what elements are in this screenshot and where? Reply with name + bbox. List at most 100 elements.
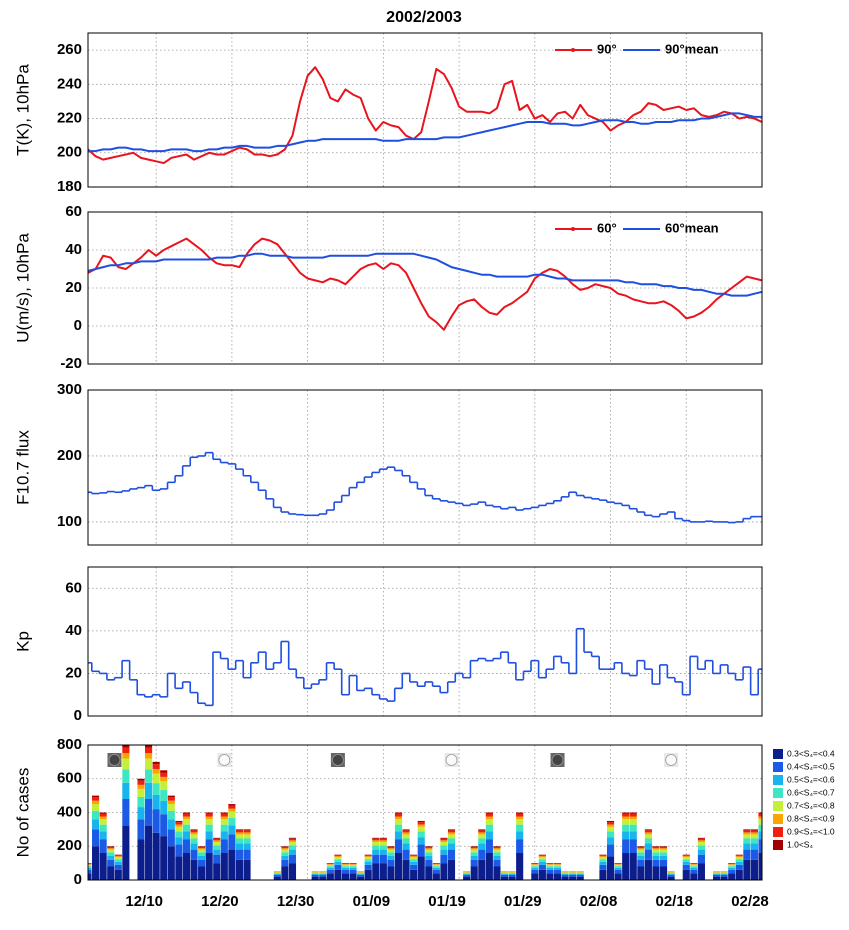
- bar-segment: [243, 832, 251, 835]
- bar-segment: [311, 874, 319, 877]
- y-tick-label: 800: [57, 736, 82, 753]
- bar-segment: [447, 829, 456, 831]
- bar-segment: [288, 838, 297, 841]
- bar-segment: [137, 796, 145, 808]
- bar-segment: [432, 867, 440, 870]
- bar-segment: [213, 863, 221, 880]
- bar-segment: [122, 753, 130, 759]
- bar-segment: [425, 859, 433, 867]
- bar-segment: [220, 812, 228, 814]
- bar-segment: [743, 843, 751, 850]
- bar-segment: [440, 845, 448, 850]
- bar-segment: [319, 872, 327, 874]
- bar-segment: [463, 873, 471, 875]
- bar-segment: [334, 869, 342, 880]
- bar-segment: [569, 873, 577, 875]
- bar-segment: [728, 869, 736, 874]
- bar-segment: [417, 856, 425, 880]
- bar-segment: [697, 837, 705, 839]
- bar-segment: [167, 795, 175, 798]
- bar-segment: [485, 813, 493, 817]
- bar-segment: [720, 874, 728, 877]
- x-tick-label: 02/08: [580, 893, 618, 910]
- bar-segment: [690, 866, 698, 868]
- bar-segment: [243, 829, 251, 831]
- legend-swatch: [773, 749, 783, 759]
- plot-frame: [87, 211, 763, 365]
- bar-segment: [99, 853, 107, 880]
- y-tick-label: 20: [65, 664, 82, 681]
- bar-segment: [387, 846, 395, 849]
- bar-segment: [750, 838, 758, 844]
- bar-segment: [311, 876, 319, 880]
- bar-segment: [720, 873, 728, 874]
- x-tick-label: 12/10: [125, 893, 163, 910]
- bar-segment: [622, 816, 630, 820]
- bar-segment: [334, 859, 342, 862]
- series-line: [88, 252, 762, 297]
- bar-segment: [137, 819, 145, 840]
- bar-segment: [372, 863, 380, 880]
- bar-segment: [387, 855, 395, 860]
- bar-segment: [167, 819, 175, 830]
- bar-segment: [213, 845, 221, 850]
- bar-segment: [682, 855, 690, 857]
- plot-area: [88, 33, 762, 187]
- bar-segment: [190, 830, 198, 833]
- bar-segment: [606, 844, 615, 857]
- bar-segment: [341, 867, 350, 870]
- plot-area: [88, 567, 762, 716]
- bar-segment: [182, 853, 191, 880]
- bar-segment: [463, 874, 471, 877]
- bar-segment: [508, 873, 516, 875]
- y-axis-label: F10.7 flux: [13, 430, 32, 505]
- y-tick-label: 200: [57, 447, 82, 464]
- bar-segment: [379, 837, 387, 839]
- bar-segment: [644, 843, 652, 850]
- bar-segment: [538, 855, 546, 857]
- bar-segment: [410, 861, 418, 865]
- bar-segment: [228, 808, 236, 812]
- bar-segment: [500, 873, 509, 875]
- legend-swatch: [773, 788, 783, 798]
- bar-segment: [508, 873, 516, 874]
- bar-segment: [402, 829, 410, 831]
- bar-segment: [599, 859, 607, 862]
- bar-segment: [341, 873, 350, 880]
- bar-segment: [410, 857, 418, 860]
- bar-segment: [182, 839, 191, 853]
- bar-segment: [516, 839, 524, 853]
- bar-segment: [493, 852, 501, 856]
- bar-segment: [364, 855, 372, 857]
- bar-segment: [160, 776, 168, 782]
- bar-segment: [326, 867, 334, 870]
- bar-segment: [145, 799, 153, 826]
- bar-segment: [334, 861, 342, 865]
- bar-segment: [387, 859, 395, 867]
- bar-segment: [750, 829, 758, 831]
- bar-segment: [394, 813, 403, 817]
- bar-segment: [667, 873, 675, 874]
- bar-segment: [349, 864, 357, 865]
- y-axis-label: U(m/s), 10hPa: [13, 233, 32, 343]
- bar-segment: [417, 824, 425, 827]
- bar-segment: [743, 834, 751, 839]
- bar-segment: [682, 861, 690, 865]
- bar-segment: [410, 869, 418, 880]
- bar-segment: [682, 856, 690, 858]
- bar-segment: [394, 853, 403, 880]
- bar-segment: [728, 864, 736, 867]
- bar-segment: [99, 813, 107, 817]
- bar-segment: [198, 846, 206, 849]
- bar-segment: [538, 854, 546, 856]
- bar-segment: [485, 839, 493, 853]
- bar-segment: [213, 837, 221, 839]
- bar-segment: [190, 832, 198, 835]
- y-tick-label: 180: [57, 178, 82, 195]
- legend-swatch: [773, 801, 783, 811]
- bar-segment: [667, 876, 675, 880]
- bar-segment: [152, 809, 160, 833]
- bar-segment: [743, 838, 751, 844]
- bar-segment: [402, 832, 410, 835]
- y-tick-label: 200: [57, 837, 82, 854]
